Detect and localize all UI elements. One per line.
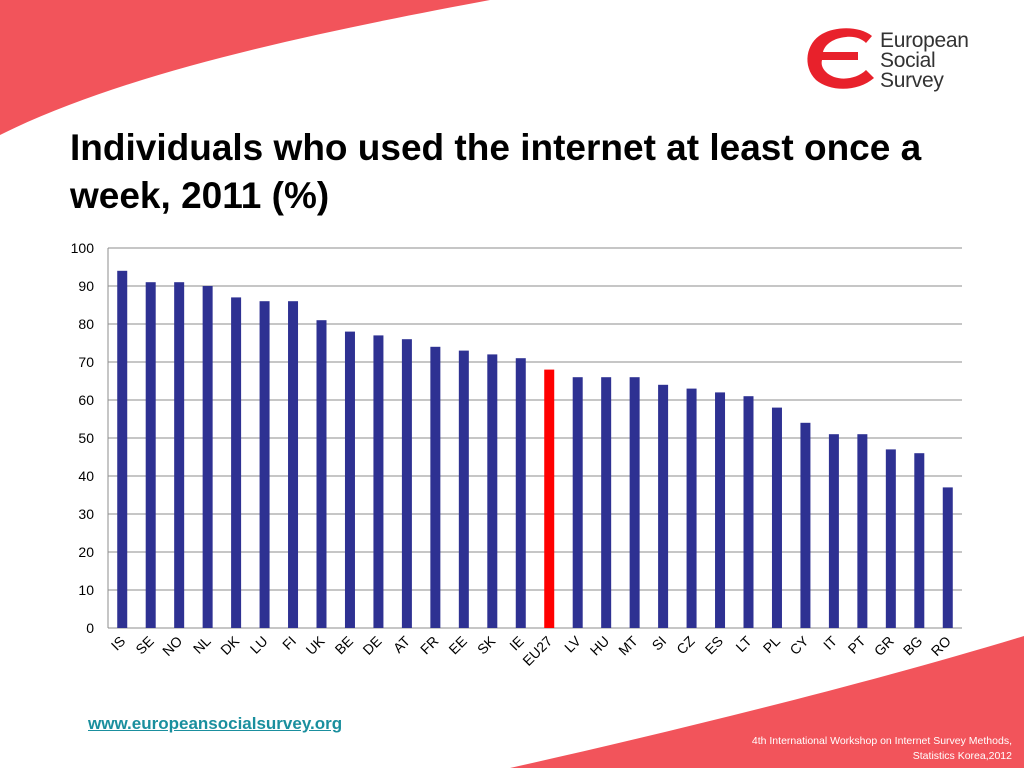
x-tick-label: CY bbox=[786, 632, 812, 658]
x-tick-label: CZ bbox=[673, 632, 698, 657]
footer-note-line1: 4th International Workshop on Internet S… bbox=[751, 735, 1012, 747]
european-social-survey-logo-icon bbox=[807, 28, 874, 89]
x-tick-label: FI bbox=[279, 633, 299, 653]
bar-se bbox=[145, 282, 156, 628]
bar-chart: 0 10 20 30 40 50 60 70 80 90 100 IS SE NO NL DK LU FI UK BE… bbox=[71, 240, 962, 669]
y-tick-label: 90 bbox=[78, 278, 94, 294]
x-tick-label: LT bbox=[732, 633, 754, 655]
x-tick-label: IT bbox=[820, 632, 840, 652]
x-tick-label: GR bbox=[871, 633, 897, 659]
x-tick-label: ES bbox=[702, 633, 727, 658]
x-tick-label: BE bbox=[332, 633, 357, 658]
y-tick-label: 20 bbox=[78, 544, 94, 560]
y-tick-label: 80 bbox=[78, 316, 94, 332]
x-tick-label: HU bbox=[587, 633, 613, 659]
x-tick-label: DE bbox=[359, 633, 384, 658]
x-tick-label: BG bbox=[900, 633, 926, 659]
bar-sk bbox=[487, 354, 498, 628]
y-tick-label: 60 bbox=[78, 392, 94, 408]
page-title: Individuals who used the internet at lea… bbox=[70, 127, 922, 216]
bar-dk bbox=[231, 297, 242, 628]
bar-es bbox=[715, 392, 726, 628]
y-tick-label: 70 bbox=[78, 354, 94, 370]
x-tick-label: IE bbox=[506, 633, 527, 654]
logo-line-european: European bbox=[880, 29, 969, 52]
x-tick-label: SE bbox=[132, 633, 157, 658]
y-tick-label: 0 bbox=[86, 620, 94, 636]
bar-ro bbox=[942, 487, 953, 628]
x-tick-label: MT bbox=[615, 632, 641, 658]
x-tick-label: EU27 bbox=[519, 633, 555, 669]
bar-is bbox=[117, 270, 128, 628]
bar-pl bbox=[771, 407, 782, 628]
bar-si bbox=[658, 384, 669, 628]
x-tick-label: FR bbox=[417, 633, 442, 658]
bar-be bbox=[344, 331, 355, 628]
bar-ie bbox=[515, 358, 526, 628]
x-tick-label: IS bbox=[108, 633, 129, 654]
x-tick-label: LV bbox=[561, 632, 584, 655]
y-tick-label: 100 bbox=[71, 240, 95, 256]
top-left-swoosh bbox=[0, 0, 490, 135]
bar-mt bbox=[629, 377, 640, 628]
bar-lu bbox=[259, 301, 270, 628]
bar-uk bbox=[316, 320, 327, 628]
x-tick-label: PL bbox=[760, 633, 784, 657]
bar-pt bbox=[857, 434, 868, 628]
x-tick-label: EE bbox=[445, 633, 470, 658]
website-link[interactable]: www.europeansocialsurvey.org bbox=[88, 714, 343, 733]
bar-cz bbox=[686, 388, 697, 628]
bar-cy bbox=[800, 422, 811, 628]
bar-de bbox=[373, 335, 384, 628]
y-tick-label: 40 bbox=[78, 468, 94, 484]
x-tick-label: NO bbox=[159, 633, 185, 659]
x-tick-label: RO bbox=[928, 633, 954, 659]
x-tick-label: SI bbox=[649, 633, 670, 654]
bar-fr bbox=[430, 346, 441, 628]
bar-nl bbox=[202, 286, 213, 628]
x-tick-label: LU bbox=[247, 633, 271, 657]
logo-line-survey: Survey bbox=[880, 69, 944, 92]
y-tick-label: 50 bbox=[78, 430, 94, 446]
bar-bg bbox=[914, 453, 925, 628]
y-tick-label: 10 bbox=[78, 582, 94, 598]
bar-ee bbox=[458, 350, 469, 628]
bar-hu bbox=[601, 377, 612, 628]
x-tick-label: DK bbox=[217, 632, 243, 658]
x-tick-label: AT bbox=[390, 632, 414, 656]
bar-lv bbox=[572, 377, 583, 628]
x-tick-label: UK bbox=[303, 632, 329, 658]
bar-gr bbox=[885, 449, 896, 628]
footer-note: 4th International Workshop on Internet S… bbox=[672, 734, 1012, 764]
x-tick-label: NL bbox=[190, 633, 214, 657]
y-tick-label: 30 bbox=[78, 506, 94, 522]
bar-no bbox=[174, 282, 185, 628]
bar-at bbox=[401, 339, 412, 628]
footer-note-line2: Statistics Korea,2012 bbox=[912, 750, 1012, 762]
logo-line-social: Social bbox=[880, 49, 936, 72]
bottom-right-swoosh bbox=[510, 636, 1024, 768]
x-tick-label: PT bbox=[845, 632, 869, 656]
x-tick-label: SK bbox=[474, 632, 499, 657]
bar-it bbox=[828, 434, 839, 628]
bar-eu27 bbox=[544, 369, 555, 628]
bar-lt bbox=[743, 396, 754, 628]
bar-fi bbox=[288, 301, 299, 628]
